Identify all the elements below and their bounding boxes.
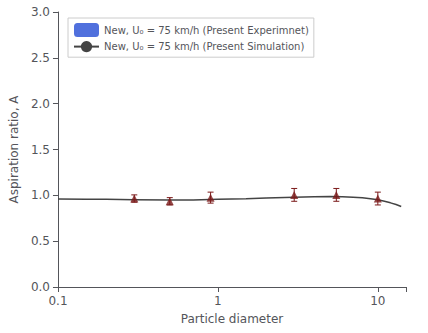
svg-text:10: 10: [370, 294, 385, 308]
svg-text:Aspiration ratio, A: Aspiration ratio, A: [7, 95, 21, 204]
svg-text:New, U₀ = 75 km/h (Present Sim: New, U₀ = 75 km/h (Present Simulation): [104, 41, 304, 52]
svg-text:1: 1: [214, 294, 222, 308]
svg-text:2.5: 2.5: [31, 51, 50, 65]
svg-text:0.0: 0.0: [31, 280, 50, 294]
svg-text:Particle diameter: Particle diameter: [181, 312, 284, 326]
svg-text:1.0: 1.0: [31, 188, 50, 202]
svg-text:0.5: 0.5: [31, 234, 50, 248]
svg-text:New, U₀ = 75 km/h (Present Exp: New, U₀ = 75 km/h (Present Experimnet): [104, 25, 309, 36]
svg-text:3.0: 3.0: [31, 5, 50, 19]
svg-text:1.5: 1.5: [31, 143, 50, 157]
svg-text:2.0: 2.0: [31, 97, 50, 111]
svg-text:0.1: 0.1: [48, 294, 67, 308]
